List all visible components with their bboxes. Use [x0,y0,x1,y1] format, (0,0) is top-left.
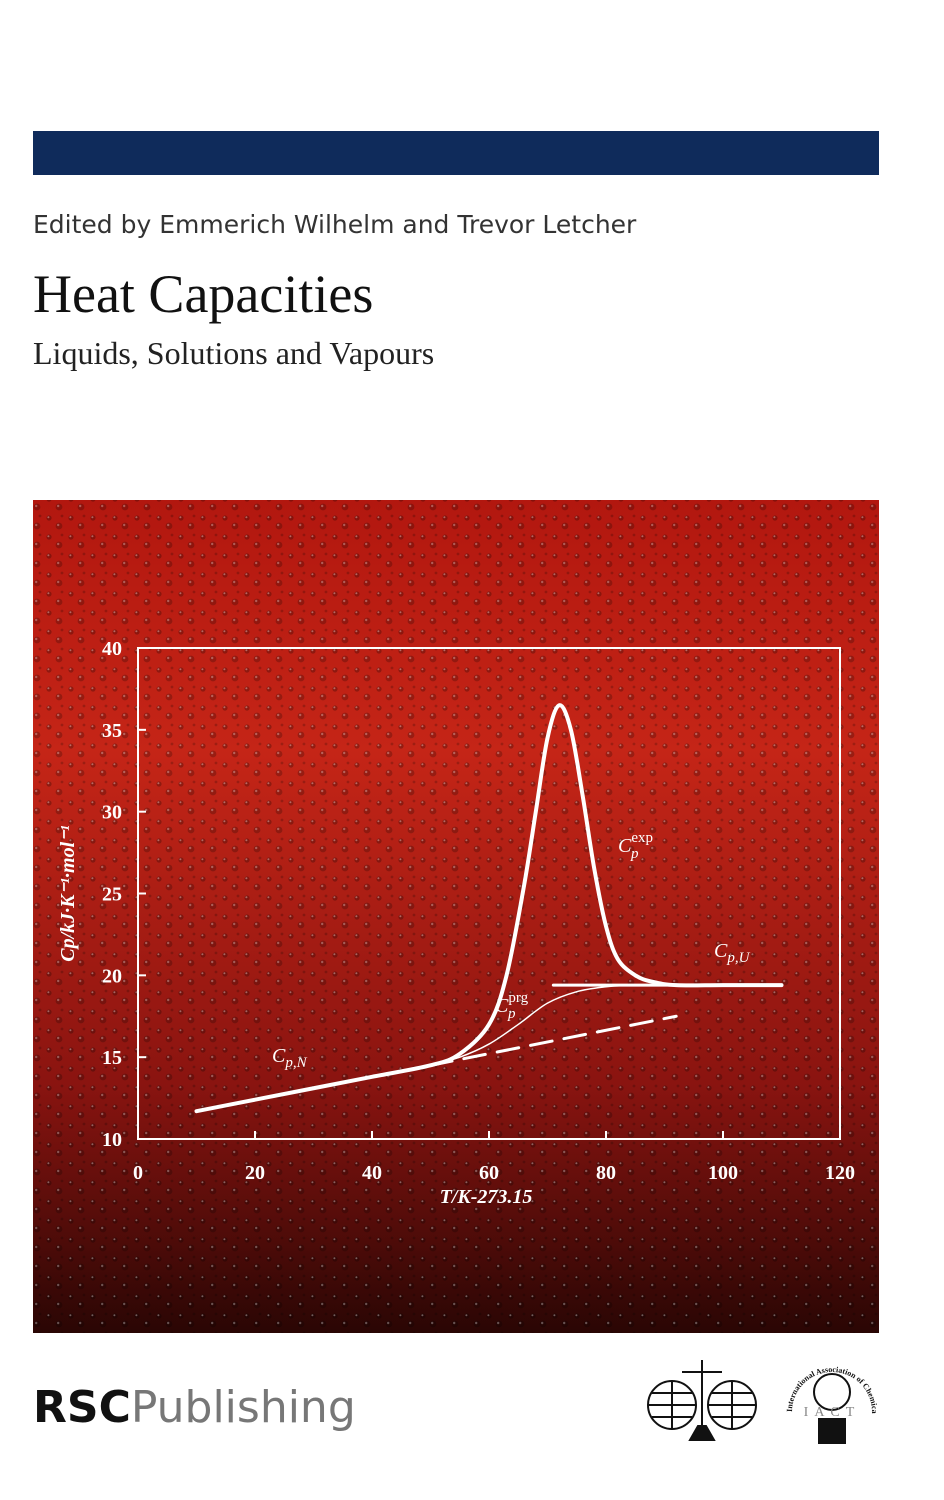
y-tick-label: 40 [102,638,122,660]
annotation-base: C [272,1045,286,1067]
annotation-base: C [618,835,632,857]
subtitle: Liquids, Solutions and Vapours [33,335,434,371]
x-tick-label: 40 [362,1162,382,1184]
society-logo [647,1360,757,1441]
title: Heat Capacities [33,264,373,324]
annotation-sub: p [507,1006,516,1022]
y-tick-label: 30 [102,802,122,824]
annotation: Cp,N [272,1045,308,1071]
annotation-base: C [495,995,509,1017]
annotation-sub: p,N [284,1055,307,1071]
x-tick-label: 80 [596,1162,616,1184]
publishing: Publishing [131,1382,356,1433]
y-tick-label: 15 [102,1047,122,1069]
y-tick-label: 20 [102,965,122,987]
annotation: Cp,U [714,940,751,966]
x-axis-label: T/K-273.15 [440,1186,533,1208]
series-line [429,1014,678,1067]
y-tick-label: 35 [102,720,122,742]
banner [33,131,879,175]
x-tick-label: 120 [825,1162,855,1184]
annotation-sub: p,U [726,950,750,966]
x-tick-label: 20 [245,1162,265,1184]
iact-letters: IACT [804,1405,861,1420]
x-tick-label: 0 [133,1162,143,1184]
droplets [33,500,879,1333]
chart: 0 20 40 60 80 100 120 10 15 20 25 30 35 40 T/K-273.15 C… [57,638,855,1208]
annotation-base: C [714,940,728,962]
annotation: Cexp p [618,830,653,862]
series-line [429,984,631,1067]
annotation-sup: prg [508,990,528,1006]
editors: Edited by Emmerich Wilhelm and Trevor Le… [33,210,637,239]
annotation-sub: p [630,846,639,862]
rsc-logo: RSCPublishing [33,1382,356,1433]
rsc: RSC [33,1382,131,1433]
x-tick-label: 60 [479,1162,499,1184]
y-tick-label: 10 [102,1129,122,1151]
x-tick-label: 100 [708,1162,738,1184]
series-line [194,703,784,1114]
y-tick-label: 25 [102,884,122,906]
annotation: Cprg p [495,990,529,1022]
annotation-sup: exp [631,830,653,846]
y-axis-label: Cp/kJ·K⁻¹·mol⁻¹ [57,825,79,961]
